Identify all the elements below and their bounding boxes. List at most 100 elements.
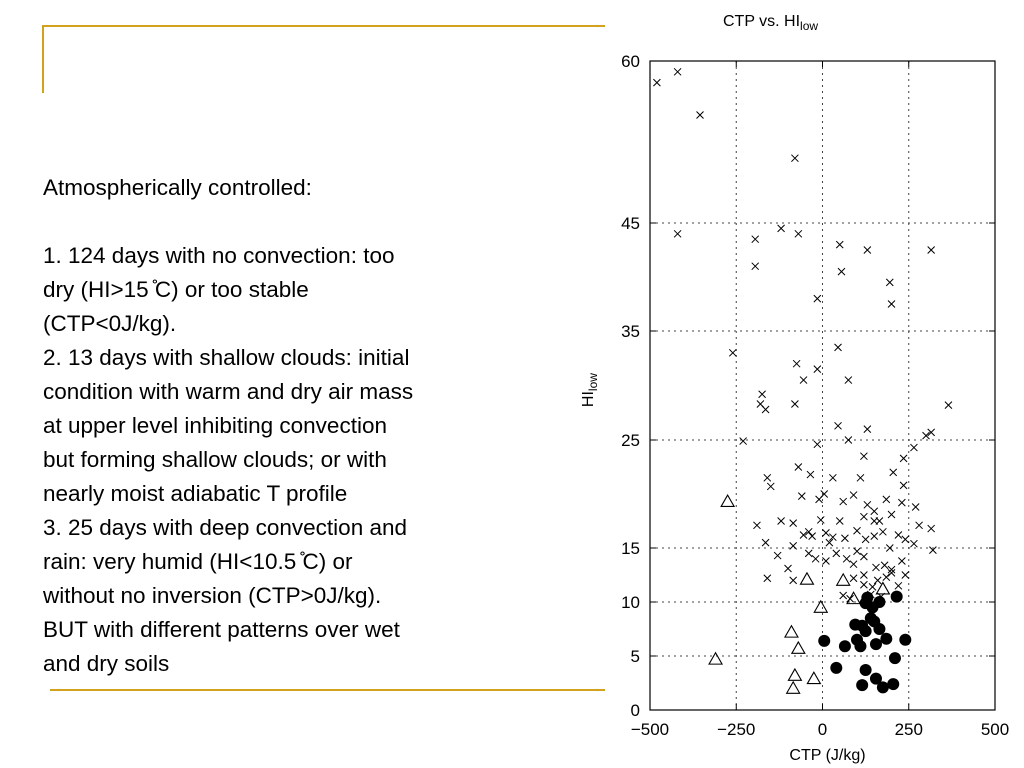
text-line: BUT with different patterns over wet [43, 617, 400, 642]
scatter-point-x [789, 576, 798, 585]
text-line: 3. 25 days with deep convection and [43, 515, 407, 540]
scatter-point-filled-circle [899, 633, 912, 646]
scatter-point-filled-circle [856, 619, 869, 632]
scatter-point-x [910, 443, 918, 452]
y-tick-label: 0 [631, 701, 640, 720]
scatter-point-x [915, 521, 923, 530]
scatter-point-x [901, 535, 910, 544]
scatter-point-x [860, 452, 868, 461]
scatter-point-x [797, 492, 806, 501]
slide-heading: Atmospherically controlled: [43, 175, 312, 200]
scatter-point-x [792, 359, 801, 368]
scatter-point-x [766, 482, 775, 491]
scatter-point-x [839, 497, 848, 506]
y-tick-label: 15 [621, 539, 640, 558]
scatter-point-x [899, 454, 908, 463]
scatter-point-x [789, 519, 798, 528]
scatter-point-x [944, 401, 953, 409]
scatter-point-filled-circle [818, 634, 831, 647]
scatter-point-x [842, 554, 851, 563]
scatter-point-x [849, 560, 858, 569]
scatter-point-triangle [784, 624, 799, 638]
scatter-point-x [911, 503, 920, 511]
scatter-point-filled-circle [873, 596, 886, 608]
scatter-point-x [813, 440, 822, 449]
scatter-point-x [758, 390, 766, 399]
scatter-point-x [761, 405, 770, 414]
scatter-point-x [763, 574, 772, 583]
top-left-bracket-horizontal [43, 25, 605, 27]
scatter-point-x [873, 576, 882, 585]
scatter-point-x [870, 532, 879, 540]
scatter-point-x [882, 573, 891, 582]
scatter-point-triangle [875, 581, 891, 595]
y-tick-label: 5 [631, 647, 640, 666]
scatter-point-filled-circle [890, 590, 903, 603]
scatter-point-filled-circle [830, 661, 843, 674]
scatter-point-x [897, 498, 906, 507]
scatter-point-filled-circle [859, 664, 872, 677]
text-line: without no inversion (CTP>0J/kg). [43, 583, 382, 608]
scatter-point-x [894, 531, 903, 539]
scatter-point-x [861, 535, 870, 544]
scatter-point-x [822, 529, 830, 537]
text-line: and dry soils [43, 651, 170, 676]
scatter-point-x [922, 431, 930, 440]
scatter-point-x [794, 463, 803, 471]
scatter-point-x [834, 343, 842, 352]
scatter-point-triangle [799, 571, 815, 585]
scatter-point-x [863, 500, 872, 509]
scatter-point-triangle [790, 640, 806, 654]
scatter-point-x [887, 300, 896, 308]
scatter-point-x [897, 557, 906, 565]
scatter-point-x [763, 473, 772, 482]
chart-title-main: CTP vs. HI [723, 13, 801, 30]
scatter-point-x [879, 527, 887, 536]
scatter-point-x [927, 428, 936, 437]
scatter-point-x [860, 580, 868, 589]
scatter-point-x [813, 294, 822, 303]
scatter-point-filled-circle [876, 681, 889, 694]
scatter-point-x [870, 507, 879, 516]
x-tick-label: −250 [717, 720, 755, 739]
scatter-point-x [875, 517, 884, 525]
scatter-point-triangle [787, 667, 803, 681]
scatter-point-x [860, 552, 868, 561]
scatter-point-x [806, 470, 815, 479]
scatter-point-x [860, 571, 868, 579]
scatter-point-x [777, 224, 785, 233]
scatter-point-triangle [708, 651, 723, 665]
scatter-point-x [849, 574, 858, 583]
scatter-point-x [887, 510, 896, 519]
scatter-point-x [856, 473, 865, 482]
top-left-bracket-vertical [42, 25, 44, 93]
text-line: 2. 13 days with shallow clouds: initial [43, 345, 410, 370]
text-line: at upper level inhibiting convection [43, 413, 387, 438]
scatter-point-x [837, 267, 846, 276]
scatter-point-x [844, 376, 853, 384]
scatter-point-x [751, 235, 760, 244]
scatter-point-x [820, 490, 829, 498]
scatter-point-x [653, 78, 661, 87]
scatter-point-x [853, 547, 861, 556]
scatter-point-x [673, 229, 682, 238]
scatter-point-filled-circle [868, 615, 881, 628]
scatter-point-filled-circle [888, 652, 901, 665]
scatter-point-x [794, 229, 803, 238]
scatter-point-triangle [785, 680, 801, 694]
scatter-point-filled-circle [887, 678, 900, 691]
scatter-point-x [828, 473, 837, 482]
scatter-point-x [901, 571, 910, 579]
scatter-point-x [822, 557, 830, 565]
scatter-point-x [880, 561, 889, 570]
scatter-point-x [835, 517, 844, 525]
scatter-point-x [929, 546, 937, 555]
scatter-point-x [799, 531, 808, 539]
scatter-point-x [808, 532, 817, 540]
scatter-point-x [813, 365, 822, 374]
text-line: dry (HI>15 ̊C) or too stable [43, 277, 309, 302]
scatter-point-x [784, 564, 792, 573]
scatter-point-x [832, 549, 841, 558]
scatter-point-x [885, 544, 894, 552]
scatter-point-x [849, 491, 858, 499]
